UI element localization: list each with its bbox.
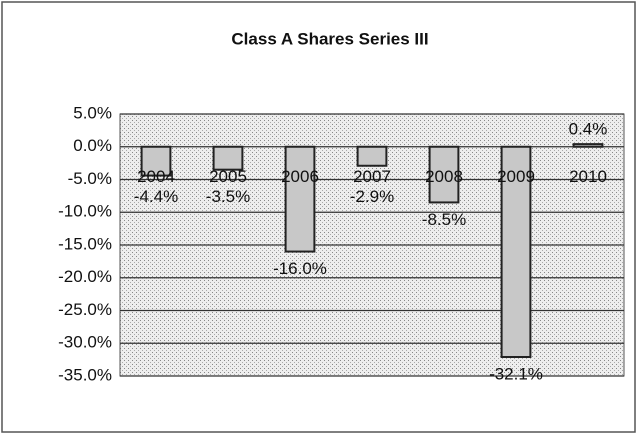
bar (428, 145, 460, 204)
y-tick-label: -15.0% (58, 234, 112, 253)
bar (572, 143, 604, 148)
x-tick-label: 2006 (281, 167, 319, 186)
bar (284, 145, 316, 253)
x-tick-label: 2004 (137, 167, 175, 186)
value-label: -3.5% (206, 187, 250, 206)
bar (140, 145, 172, 177)
chart-title: Class A Shares Series III (231, 29, 428, 48)
y-tick-label: -30.0% (58, 333, 112, 352)
value-label: -8.5% (422, 210, 466, 229)
x-tick-label: 2008 (425, 167, 463, 186)
y-tick-label: -10.0% (58, 202, 112, 221)
x-tick-label: 2005 (209, 167, 247, 186)
value-label: -4.4% (134, 187, 178, 206)
x-tick-label: 2007 (353, 167, 391, 186)
y-tick-label: -20.0% (58, 267, 112, 286)
value-label: -16.0% (273, 259, 327, 278)
y-tick-label: 5.0% (73, 103, 112, 122)
value-label: -2.9% (350, 187, 394, 206)
value-label: -32.1% (489, 364, 543, 383)
y-tick-label: -25.0% (58, 300, 112, 319)
value-label: 0.4% (569, 120, 608, 139)
bar (356, 145, 388, 167)
y-tick-label: 0.0% (73, 136, 112, 155)
x-tick-label: 2009 (497, 167, 535, 186)
y-tick-label: -35.0% (58, 365, 112, 384)
bar (500, 145, 532, 359)
y-tick-label: -5.0% (68, 169, 112, 188)
bar (212, 145, 244, 171)
x-tick-label: 2010 (569, 167, 607, 186)
